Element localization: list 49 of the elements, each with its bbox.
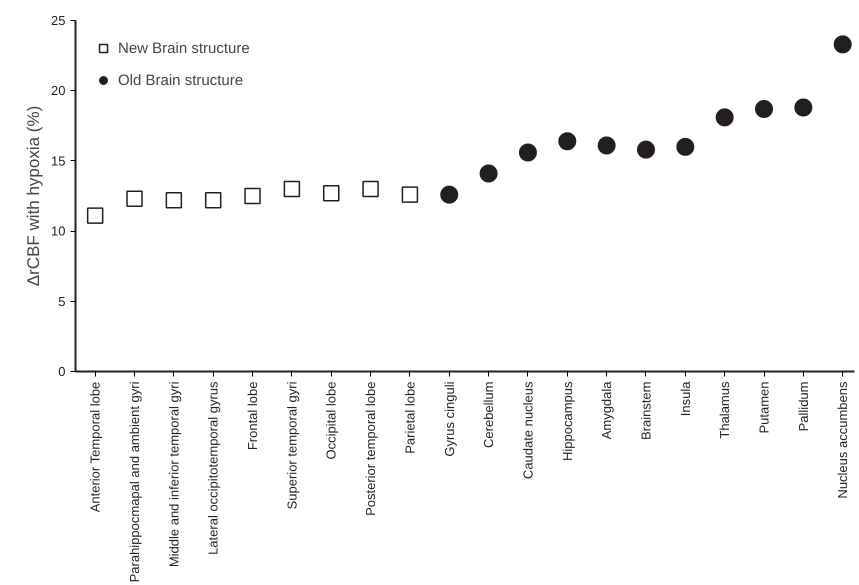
point — [284, 180, 300, 198]
x-tick-label: Cerebellum — [481, 381, 496, 448]
y-tick-label: 15 — [51, 153, 66, 168]
x-tick-label: Nucleus accumbens — [835, 381, 850, 499]
point — [518, 143, 537, 162]
x-tick-label: Amygdala — [599, 380, 614, 440]
point — [86, 207, 104, 224]
point — [362, 180, 379, 198]
x-tick-label: Superior temporal gyri — [284, 381, 300, 510]
y-tick-label: 25 — [51, 13, 66, 28]
point — [402, 186, 418, 203]
x-tick-label: Parahippocmapal and ambient gyri — [127, 381, 142, 582]
x-tick-label: Brainstem — [638, 381, 654, 440]
point — [204, 192, 222, 208]
legend-label: Old Brain structure — [118, 72, 244, 88]
x-tick-label: Frontal lobe — [245, 381, 260, 450]
point — [755, 100, 774, 118]
point — [676, 138, 694, 156]
point — [440, 186, 458, 204]
x-tick-label: Gyrus cinguli — [442, 381, 457, 457]
point — [322, 184, 340, 202]
point — [244, 188, 261, 204]
y-tick-label: 0 — [58, 364, 66, 379]
x-tick-label: Lateral occipitotemporal gyrus — [206, 381, 221, 555]
point — [636, 140, 655, 159]
x-tick-label: Middle and inferior temporal gyri — [166, 381, 182, 568]
x-tick-label: Parietal lobe — [402, 381, 418, 454]
x-tick-label: Occipital lobe — [324, 381, 339, 460]
point — [558, 132, 576, 150]
y-tick-label: 20 — [51, 83, 66, 98]
x-tick-label: Posterior temporal lobe — [363, 381, 378, 516]
x-tick-label: Insula — [678, 380, 693, 416]
point — [834, 35, 852, 54]
point — [166, 192, 182, 208]
point — [126, 190, 143, 208]
point — [794, 98, 812, 117]
y-axis-title: ΔrCBF with hypoxia (%) — [24, 106, 44, 286]
x-tick-label: Thalamus — [717, 381, 732, 439]
y-tick-label: 10 — [51, 224, 66, 239]
y-tick-label: 5 — [58, 294, 66, 309]
x-tick-label: Anterior Temporal lobe — [88, 382, 103, 512]
x-tick-label: Pallidum — [796, 381, 811, 432]
legend-label: New Brain structure — [118, 40, 250, 56]
point — [480, 164, 498, 183]
point — [598, 136, 616, 154]
point — [716, 108, 734, 126]
x-tick-label: Hippocampus — [560, 381, 575, 461]
x-tick-label: Putamen — [756, 381, 772, 434]
x-tick-label: Caudate nucleus — [520, 381, 536, 480]
